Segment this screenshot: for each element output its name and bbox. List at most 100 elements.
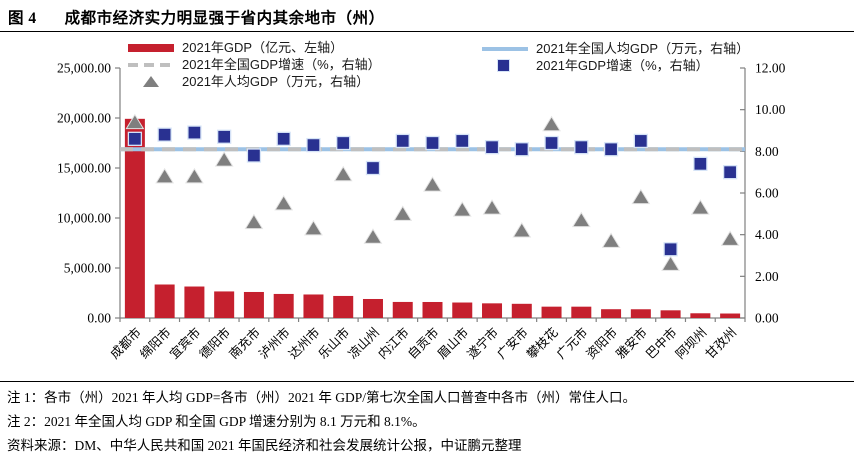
gdp-bar (303, 294, 324, 318)
per-capita-triangle (333, 165, 353, 182)
gdp-bar (452, 302, 473, 318)
per-capita-triangle (482, 199, 502, 215)
legend-item-national-growth: 2021年全国GDP增速（%，右轴） (128, 58, 381, 71)
per-capita-triangle (244, 213, 264, 230)
gdp-bar (482, 303, 503, 318)
category-label: 攀枝花 (524, 325, 561, 362)
gdp-bars (124, 118, 741, 318)
growth-square (544, 135, 559, 151)
gray-dashed-line-swatch-icon (128, 58, 174, 71)
per-capita-triangle (423, 176, 442, 192)
gdp-bar (214, 291, 235, 318)
legend-item-percapita: 2021年人均GDP（万元，右轴） (128, 75, 381, 88)
gdp-bar (660, 310, 681, 318)
gdp-bar (392, 301, 413, 318)
category-label: 甘孜州 (703, 325, 739, 361)
gdp-growth-squares (127, 125, 738, 257)
figure-title-bar: 图 4 成都市经济实力明显强于省内其余地市（州） (8, 6, 848, 30)
gdp-bar (630, 309, 651, 318)
gray-triangle-swatch-icon (128, 75, 174, 88)
left-axis-tick-label: 15,000.00 (57, 161, 111, 176)
legend-label: 2021年全国GDP增速（%，右轴） (182, 57, 381, 72)
right-axis-labels: 0.00 2.00 4.00 6.00 8.00 10.00 12.00 (755, 61, 786, 326)
gdp-bar (511, 303, 532, 318)
navy-square-swatch-icon (482, 59, 528, 72)
growth-square (336, 135, 351, 151)
category-label: 绵阳市 (137, 325, 174, 362)
left-axis-tick-label: 10,000.00 (57, 211, 111, 226)
per-capita-triangle (393, 205, 413, 221)
axes (115, 67, 746, 322)
growth-square (127, 131, 143, 146)
per-capita-triangle (512, 222, 532, 238)
legend-label: 2021年GDP（亿元、左轴） (182, 40, 344, 55)
footnote-1: 注 1：各市（州）2021 年人均 GDP=各市（州）2021 年 GDP/第七… (7, 390, 637, 405)
gdp-bar (690, 313, 711, 318)
growth-square (157, 127, 172, 142)
per-capita-triangle (631, 188, 651, 205)
per-capita-triangle (304, 219, 323, 236)
legend-item-national-percapita: 2021年全国人均GDP（万元，右轴） (482, 42, 749, 55)
category-label: 雅安市 (613, 325, 650, 362)
gdp-bar (720, 313, 741, 318)
gdp-bar (124, 118, 145, 318)
gdp-bar (184, 286, 205, 318)
gdp-bar (541, 306, 562, 318)
category-label: 广元市 (553, 325, 590, 362)
per-capita-triangle (185, 167, 204, 184)
right-axis-tick-label: 12.00 (755, 61, 786, 76)
chart-area: 0.00 5,000.00 10,000.00 15,000.00 20,000.00 2… (0, 36, 854, 380)
growth-square (306, 137, 321, 153)
legend-right-column: 2021年全国人均GDP（万元，右轴） 2021年GDP增速（%，右轴） (482, 42, 749, 72)
figure-number-label: 图 4 (8, 10, 37, 27)
category-label: 巴中市 (643, 325, 680, 362)
right-axis-tick-label: 2.00 (755, 269, 779, 284)
legend-label: 2021年GDP增速（%，右轴） (536, 58, 709, 73)
growth-square (246, 148, 262, 163)
growth-square (395, 133, 410, 149)
gdp-bar (154, 284, 175, 318)
growth-square (217, 129, 232, 144)
category-label: 资阳市 (583, 325, 620, 362)
category-labels: 成都市绵阳市宜宾市德阳市南充市泸州市达州市乐山市凉山州内江市自贡市眉山市遂宁市广… (107, 325, 739, 362)
right-axis-tick-label: 4.00 (755, 227, 779, 242)
footnote-2: 注 2：2021 年全国人均 GDP 和全国 GDP 增速分别为 8.1 万元和… (7, 414, 426, 429)
category-label: 乐山市 (315, 325, 352, 362)
per-capita-triangle (155, 167, 175, 184)
left-axis-tick-label: 0.00 (87, 311, 111, 326)
notes-divider (0, 381, 854, 382)
gdp-bar (601, 309, 622, 318)
right-axis-tick-label: 6.00 (755, 186, 779, 201)
growth-square (693, 156, 708, 171)
gdp-bar (362, 298, 383, 318)
red-bar-swatch-icon (128, 41, 174, 54)
gdp-bar (243, 291, 264, 318)
category-label: 达州市 (285, 325, 322, 362)
growth-square (425, 135, 440, 151)
category-label: 广安市 (494, 325, 531, 362)
left-axis-labels: 0.00 5,000.00 10,000.00 15,000.00 20,000.00 2… (57, 61, 111, 326)
growth-square (455, 133, 470, 149)
legend-label: 2021年人均GDP（万元，右轴） (182, 74, 370, 89)
category-label: 内江市 (375, 325, 412, 362)
per-capita-triangle (661, 255, 680, 271)
left-axis-tick-label: 20,000.00 (57, 111, 111, 126)
category-label: 自贡市 (404, 325, 441, 362)
per-capita-triangle (690, 199, 710, 215)
category-label: 宜宾市 (166, 325, 203, 362)
left-axis-tick-label: 25,000.00 (57, 61, 111, 76)
legend-label: 2021年全国人均GDP（万元，右轴） (536, 41, 750, 56)
right-axis-tick-label: 0.00 (755, 311, 779, 326)
category-label: 阿坝州 (673, 325, 709, 361)
category-label: 眉山市 (434, 325, 471, 362)
left-axis-tick-label: 5,000.00 (64, 261, 112, 276)
per-capita-triangle (214, 151, 234, 167)
right-axis-tick-label: 8.00 (755, 144, 779, 159)
title-divider (0, 31, 854, 32)
right-axis-tick-label: 10.00 (755, 102, 786, 117)
growth-square (663, 242, 678, 257)
category-label: 成都市 (107, 325, 144, 362)
lightblue-line-swatch-icon (482, 42, 528, 55)
per-capita-triangle (274, 194, 294, 211)
growth-square (514, 142, 529, 157)
